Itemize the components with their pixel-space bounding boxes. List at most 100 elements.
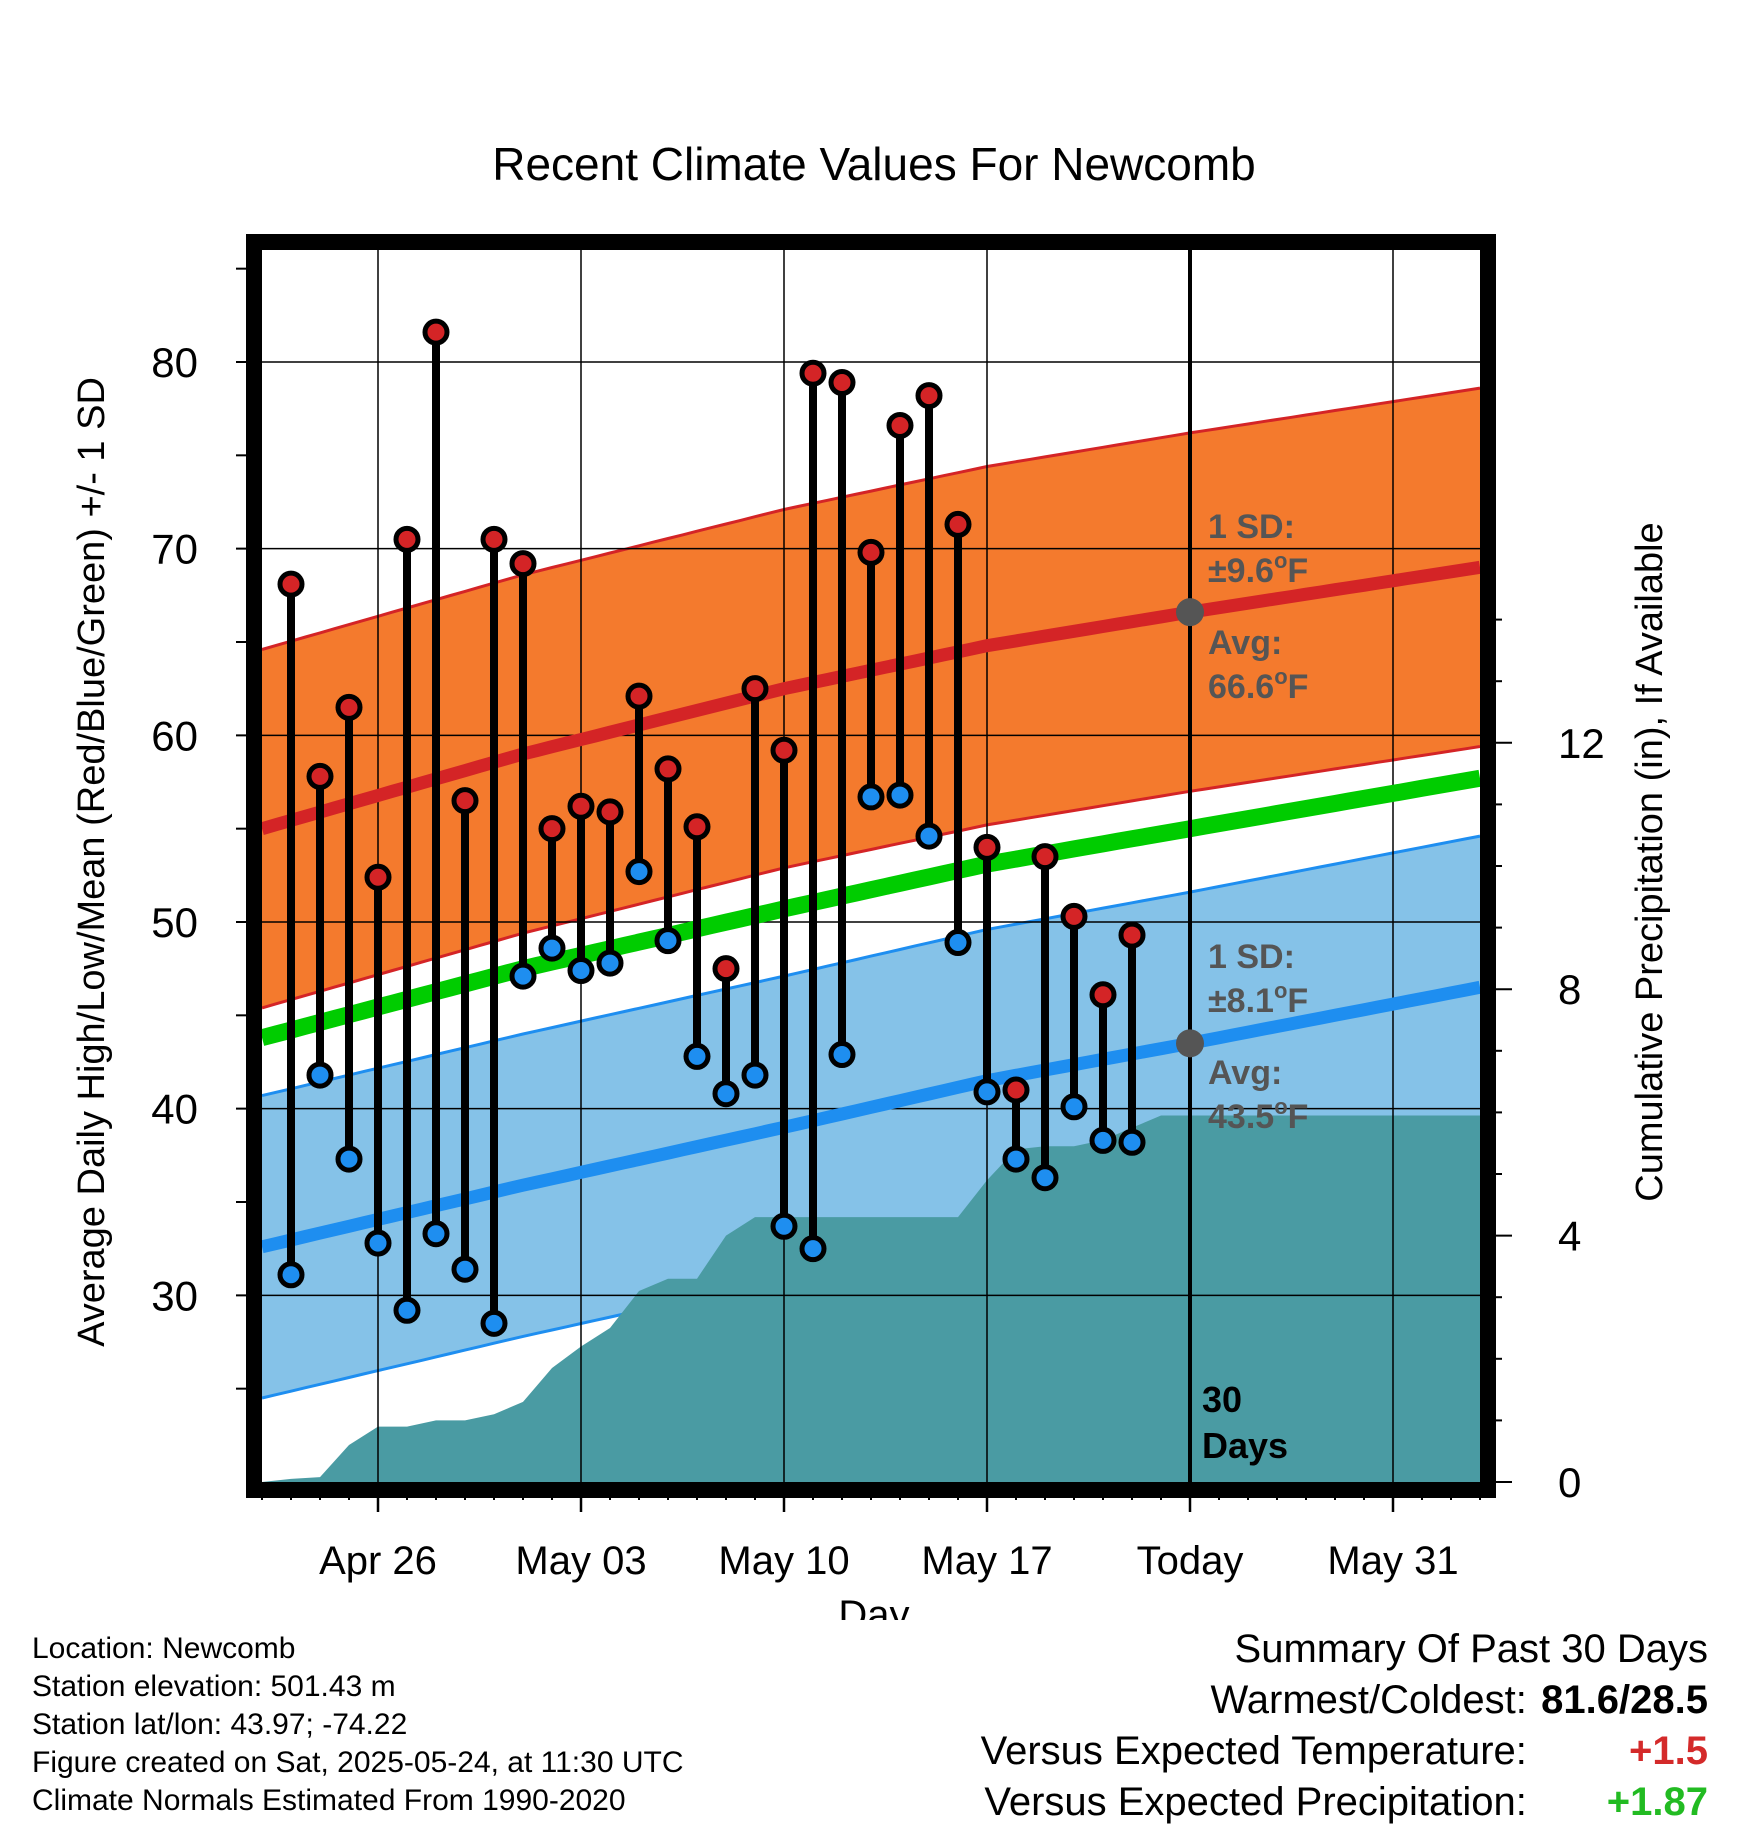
today-days-word: Days bbox=[1202, 1425, 1288, 1466]
daily-low-dot bbox=[596, 949, 624, 977]
daily-low-dot bbox=[1118, 1128, 1146, 1156]
y-tick-label: 60 bbox=[151, 712, 198, 759]
high-sd-value: ±9.6oF bbox=[1208, 548, 1308, 590]
daily-low-dot bbox=[277, 1261, 305, 1289]
daily-high-dot bbox=[625, 682, 653, 710]
daily-high-dot bbox=[683, 813, 711, 841]
daily-low-dot bbox=[770, 1212, 798, 1240]
daily-high-dot bbox=[277, 570, 305, 598]
chart-title: Recent Climate Values For Newcomb bbox=[492, 138, 1256, 190]
daily-low-dot bbox=[741, 1061, 769, 1089]
warm-cold-row: Warmest/Coldest: 81.6/28.5 bbox=[981, 1675, 1709, 1726]
low-sd-value: ±8.1oF bbox=[1208, 978, 1308, 1020]
summary-panel: Summary Of Past 30 Days Warmest/Coldest:… bbox=[981, 1624, 1708, 1828]
y-tick-label: 70 bbox=[151, 526, 198, 573]
daily-high-dot bbox=[509, 550, 537, 578]
temp-row: Versus Expected Temperature: +1.5 bbox=[981, 1726, 1708, 1777]
precip-row: Versus Expected Precipitation: +1.87 bbox=[981, 1777, 1708, 1828]
daily-high-dot bbox=[480, 525, 508, 553]
daily-high-dot bbox=[306, 762, 334, 790]
daily-low-dot bbox=[451, 1255, 479, 1283]
daily-high-dot bbox=[364, 863, 392, 891]
y2-tick-label: 8 bbox=[1558, 966, 1581, 1013]
x-axis-label: Day bbox=[838, 1593, 909, 1620]
y2-axis-label: Cumulative Precipitation (in), If Availa… bbox=[1629, 522, 1671, 1201]
high-avg-marker bbox=[1176, 598, 1204, 627]
daily-high-dot bbox=[1060, 902, 1088, 930]
daily-high-dot bbox=[335, 693, 363, 721]
daily-range-bars bbox=[287, 332, 1136, 1324]
y-tick-label: 80 bbox=[151, 339, 198, 386]
y2-tick-label: 4 bbox=[1558, 1213, 1581, 1260]
station-info: Location: Newcomb Station elevation: 501… bbox=[32, 1630, 684, 1820]
daily-low-dot bbox=[364, 1229, 392, 1257]
daily-low-dot bbox=[1031, 1164, 1059, 1192]
daily-low-dot bbox=[886, 781, 914, 809]
daily-high-dot bbox=[741, 675, 769, 703]
y-tick-label: 50 bbox=[151, 899, 198, 946]
daily-high-dot bbox=[857, 538, 885, 566]
location-text: Location: Newcomb bbox=[32, 1632, 296, 1665]
daily-high-dot bbox=[944, 510, 972, 538]
high-band-upper-edge bbox=[261, 386, 1481, 651]
daily-high-dot bbox=[1002, 1076, 1030, 1104]
x-tick-label: Today bbox=[1137, 1539, 1244, 1583]
axes: 30 40 50 60 70 80 0 4 8 12 Apr 26 May 03 May 10 May 1… bbox=[151, 267, 1605, 1583]
daily-low-dot bbox=[335, 1145, 363, 1173]
daily-high-dot bbox=[654, 755, 682, 783]
daily-high-dot bbox=[538, 815, 566, 843]
daily-low-dot bbox=[393, 1296, 421, 1324]
daily-low-dot bbox=[538, 934, 566, 962]
today-days-number: 30 bbox=[1202, 1379, 1242, 1420]
created-text: Figure created on Sat, 2025-05-24, at 11… bbox=[32, 1746, 684, 1779]
daily-low-dot bbox=[973, 1078, 1001, 1106]
climate-chart: Recent Climate Values For Newcomb 30 Days… bbox=[71, 138, 1671, 1620]
daily-low-dot bbox=[306, 1061, 334, 1089]
daily-dots bbox=[277, 318, 1146, 1337]
cumulative-precip-area bbox=[262, 1115, 1480, 1482]
y2-tick-label: 0 bbox=[1558, 1459, 1581, 1506]
daily-high-dot bbox=[712, 955, 740, 983]
y-axis-label: Average Daily High/Low/Mean (Red/Blue/Gr… bbox=[71, 377, 113, 1347]
low-sd-band bbox=[262, 836, 1480, 1398]
daily-high-dot bbox=[915, 382, 943, 410]
daily-low-dot bbox=[422, 1220, 450, 1248]
daily-high-dot bbox=[799, 359, 827, 387]
latlon-text: Station lat/lon: 43.97; -74.22 bbox=[32, 1708, 408, 1741]
daily-high-dot bbox=[886, 411, 914, 439]
x-tick-label: May 17 bbox=[921, 1539, 1052, 1583]
y-tick-label: 40 bbox=[151, 1086, 198, 1133]
temp-value: +1.5 bbox=[1629, 1729, 1708, 1773]
daily-low-dot bbox=[567, 957, 595, 985]
x-tick-label: May 03 bbox=[515, 1539, 646, 1583]
precip-label: Versus Expected Precipitation: bbox=[984, 1780, 1527, 1824]
daily-low-dot bbox=[625, 858, 653, 886]
y2-tick-label: 12 bbox=[1558, 720, 1605, 767]
daily-low-dot bbox=[944, 929, 972, 957]
daily-low-dot bbox=[480, 1309, 508, 1337]
daily-high-dot bbox=[422, 318, 450, 346]
daily-high-dot bbox=[1031, 843, 1059, 871]
daily-low-dot bbox=[915, 822, 943, 850]
y-tick-label: 30 bbox=[151, 1272, 198, 1319]
x-tick-label: Apr 26 bbox=[319, 1539, 437, 1583]
daily-high-dot bbox=[567, 792, 595, 820]
daily-low-dot bbox=[1002, 1145, 1030, 1173]
daily-low-dot bbox=[712, 1080, 740, 1108]
low-avg-marker bbox=[1176, 1029, 1204, 1058]
precip-value: +1.87 bbox=[1606, 1780, 1708, 1824]
daily-low-dot bbox=[683, 1042, 711, 1070]
daily-low-dot bbox=[799, 1235, 827, 1263]
daily-high-dot bbox=[1118, 921, 1146, 949]
warm-cold-label: Warmest/Coldest: bbox=[1210, 1678, 1527, 1722]
precipitation-area bbox=[262, 1115, 1480, 1482]
x-tick-label: May 10 bbox=[718, 1539, 849, 1583]
daily-high-dot bbox=[828, 369, 856, 397]
high-avg-label: Avg: bbox=[1208, 624, 1282, 662]
x-tick-label: May 31 bbox=[1327, 1539, 1458, 1583]
high-avg-value: 66.6oF bbox=[1208, 664, 1308, 706]
summary-heading: Summary Of Past 30 Days bbox=[1234, 1627, 1708, 1671]
today-marker: 30 Days bbox=[1188, 250, 1288, 1482]
warm-cold-value: 81.6/28.5 bbox=[1541, 1678, 1708, 1722]
